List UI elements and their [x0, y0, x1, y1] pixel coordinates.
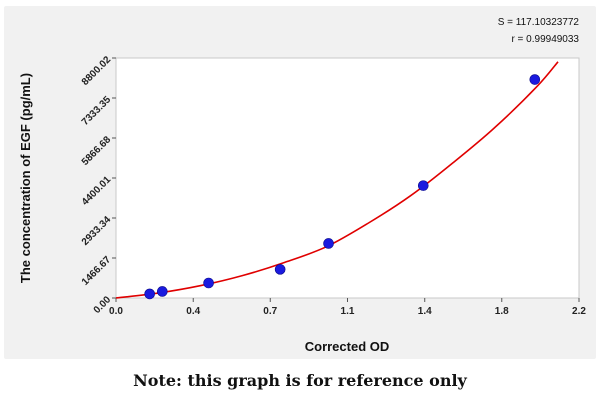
data-point — [323, 238, 334, 249]
x-tick-label: 2.2 — [572, 306, 586, 317]
plot-area — [115, 57, 580, 299]
x-axis-ticks: 0.0 0.4 0.7 1.1 1.4 1.8 2.2 — [109, 298, 586, 317]
y-tick-label: 7333.35 — [80, 94, 114, 128]
x-tick-label: 0.4 — [186, 306, 200, 317]
data-point — [157, 286, 168, 297]
x-tick-label: 0.7 — [263, 306, 277, 317]
x-tick-label: 1.8 — [495, 306, 509, 317]
s-value-annotation: S = 117.10323772 — [498, 17, 580, 28]
fit-curve — [115, 61, 559, 299]
x-tick-label: 0.0 — [109, 306, 123, 317]
y-tick-label: 4400.01 — [80, 174, 114, 208]
x-tick-label: 1.1 — [341, 306, 355, 317]
data-point — [274, 264, 286, 275]
y-tick-label: 2933.34 — [80, 214, 114, 248]
y-tick-label: 8800.02 — [80, 54, 114, 88]
x-axis-title: Corrected OD — [305, 339, 390, 354]
data-point — [203, 277, 214, 289]
y-tick-label: 1466.67 — [80, 254, 114, 288]
data-points — [144, 74, 541, 300]
y-tick-label: 5866.68 — [80, 134, 114, 168]
x-tick-label: 1.4 — [418, 306, 432, 317]
data-point — [417, 180, 429, 191]
reference-note: Note: this graph is for reference only — [133, 371, 467, 390]
data-point — [144, 288, 155, 300]
r-value-annotation: r = 0.99949033 — [511, 34, 579, 45]
data-point — [529, 74, 541, 85]
y-axis-title: The concentration of EGF (pg/mL) — [18, 73, 33, 283]
y-axis-ticks: 0.001466.672933.344400.015866.687333.358… — [80, 54, 116, 316]
